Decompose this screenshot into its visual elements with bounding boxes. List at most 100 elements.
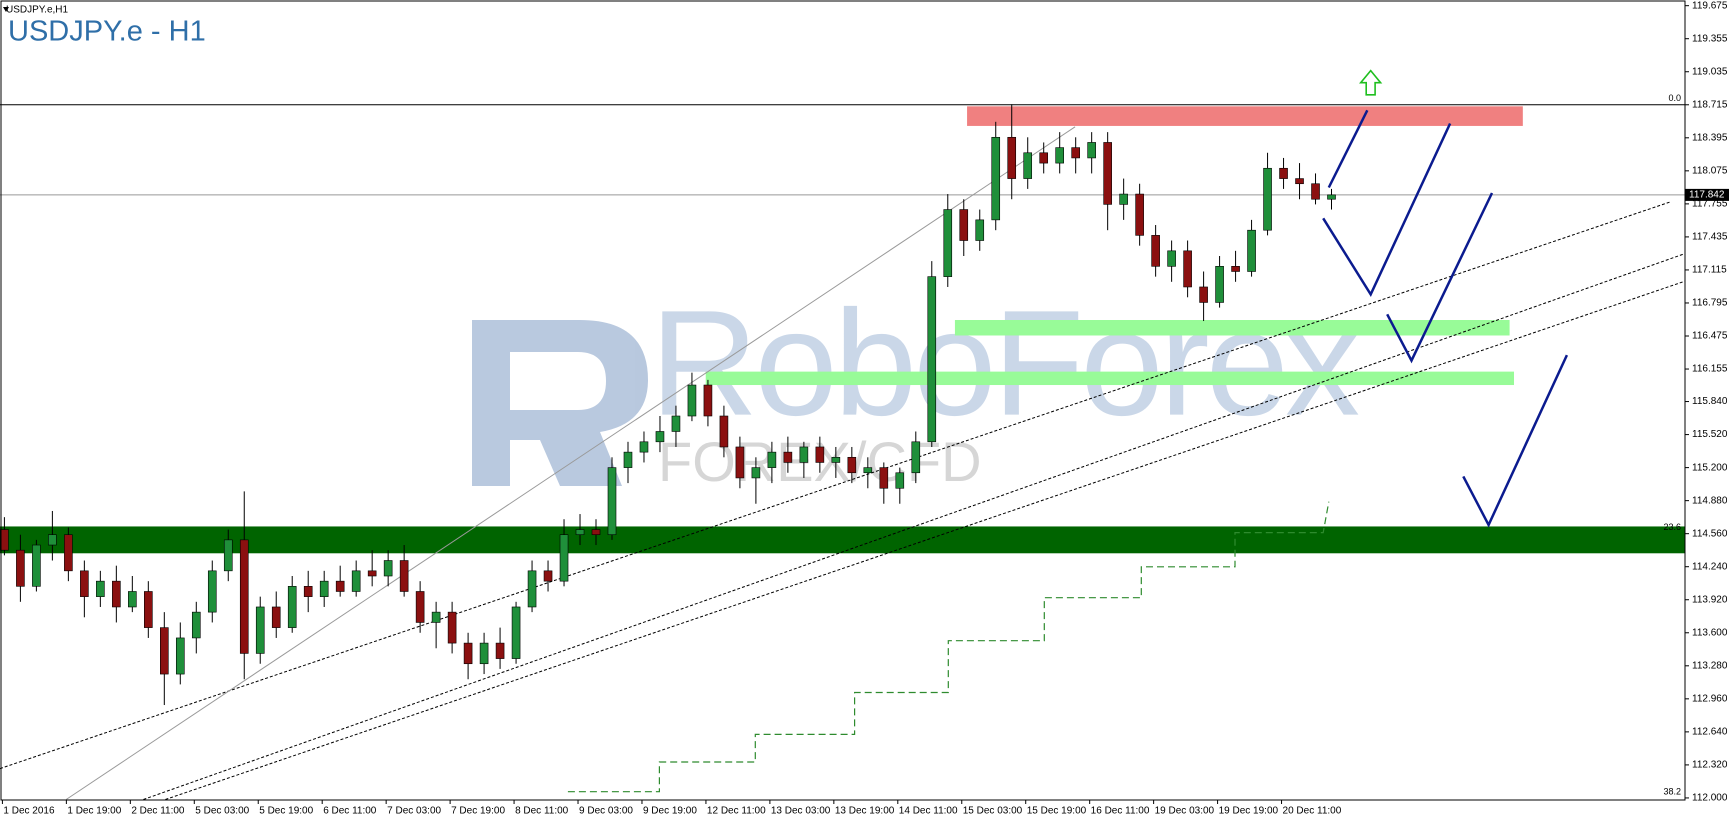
- zone: [954, 320, 1510, 336]
- candle-body: [303, 586, 313, 597]
- candle-body: [591, 529, 601, 536]
- candle-body: [703, 384, 713, 417]
- candle-body: [271, 606, 281, 628]
- candle-body: [207, 570, 217, 613]
- candle-body: [48, 534, 57, 546]
- candle-body: [383, 560, 393, 577]
- x-tick-label: 6 Dec 11:00: [323, 806, 377, 817]
- x-tick-label: 15 Dec 03:00: [963, 806, 1023, 817]
- candle-body: [223, 539, 233, 572]
- candle-body: [1167, 250, 1176, 267]
- candle-body: [527, 570, 537, 608]
- candle-body: [64, 534, 73, 572]
- candle-body: [1023, 152, 1033, 179]
- x-tick-label: 9 Dec 19:00: [643, 806, 697, 817]
- y-tick-label: 114.560: [1692, 528, 1728, 539]
- candle-body: [415, 591, 425, 623]
- y-tick-label: 118.715: [1692, 99, 1728, 110]
- candle-body: [735, 446, 745, 479]
- y-tick-label: 115.840: [1692, 396, 1728, 407]
- up-arrow-icon: [1359, 69, 1383, 96]
- candle-body: [96, 580, 105, 597]
- candle-body: [575, 529, 585, 536]
- candle-body: [319, 580, 329, 597]
- forecast-arrow: [1327, 109, 1369, 189]
- candle-body: [447, 611, 457, 644]
- x-tick-label: 2 Dec 11:00: [131, 806, 185, 817]
- x-tick-label: 7 Dec 19:00: [451, 806, 505, 817]
- candle-body: [655, 431, 665, 443]
- candle-body: [144, 591, 153, 628]
- x-tick-label: 15 Dec 19:00: [1027, 806, 1087, 817]
- candle-body: [239, 539, 249, 654]
- last-price-box: [1685, 188, 1729, 201]
- y-tick-label: 116.155: [1692, 364, 1728, 375]
- candle-body: [799, 446, 809, 463]
- y-tick-label: 113.280: [1692, 660, 1728, 671]
- x-tick-label: 5 Dec 03:00: [195, 806, 249, 817]
- candle-body: [16, 549, 25, 587]
- candle-body: [671, 415, 681, 432]
- candle-body: [943, 209, 953, 277]
- candle-body: [687, 384, 697, 417]
- candle-body: [479, 642, 489, 665]
- candle-body: [1247, 229, 1256, 272]
- candle-body: [1215, 266, 1224, 303]
- candle-body: [495, 642, 505, 659]
- candle-body: [815, 446, 825, 463]
- candle-body: [959, 209, 969, 241]
- y-tick-label: 117.755: [1692, 199, 1728, 210]
- candle-body: [559, 534, 569, 582]
- candle-body: [1103, 142, 1112, 205]
- x-tick-label: 9 Dec 03:00: [579, 806, 633, 817]
- candle-body: [895, 472, 905, 489]
- candle-body: [1007, 136, 1017, 179]
- x-tick-label: 19 Dec 03:00: [1155, 806, 1215, 817]
- zone: [0, 526, 1685, 554]
- candle-body: [991, 136, 1001, 221]
- x-tick-label: 16 Dec 11:00: [1091, 806, 1150, 817]
- fib-label: 0.0: [1668, 93, 1681, 103]
- candle-body: [751, 467, 761, 479]
- candle-body: [191, 611, 201, 639]
- trend-line: [143, 253, 1686, 800]
- candle-body: [511, 606, 521, 659]
- candle-body: [719, 415, 729, 448]
- candle-body: [607, 467, 617, 536]
- candle-body: [1311, 183, 1320, 200]
- y-tick-label: 118.395: [1692, 132, 1728, 143]
- y-tick-label: 118.075: [1692, 165, 1728, 176]
- y-tick-label: 119.035: [1692, 66, 1728, 77]
- candle-body: [879, 467, 889, 489]
- y-tick-label: 117.435: [1692, 232, 1728, 243]
- header-label: USDJPY.e,H1: [6, 5, 69, 16]
- y-tick-label: 116.475: [1692, 331, 1728, 342]
- x-tick-label: 13 Dec 19:00: [835, 806, 895, 817]
- chart-title: USDJPY.e - H1: [8, 16, 206, 48]
- channel-line: [65, 126, 1076, 800]
- candle-body: [128, 591, 137, 608]
- y-tick-label: 117.115: [1692, 265, 1727, 276]
- candle-body: [1119, 193, 1128, 205]
- candle-body: [351, 570, 361, 592]
- candle-body: [80, 570, 89, 597]
- x-tick-label: 14 Dec 11:00: [899, 806, 958, 817]
- candle-body: [160, 627, 169, 675]
- candle-body: [0, 529, 9, 551]
- candle-body: [1199, 286, 1208, 303]
- candle-body: [975, 219, 985, 241]
- candle-body: [767, 451, 777, 468]
- candle-body: [1327, 194, 1336, 200]
- watermark: RoboForexFOREX/CFD: [472, 279, 1363, 493]
- x-tick-label: 13 Dec 03:00: [771, 806, 831, 817]
- x-tick-label: 1 Dec 2016: [3, 806, 55, 817]
- candle-body: [32, 544, 41, 587]
- candle-body: [1135, 193, 1144, 236]
- candle-body: [1151, 235, 1160, 267]
- y-tick-label: 119.675: [1692, 0, 1728, 11]
- x-tick-label: 1 Dec 19:00: [67, 806, 121, 817]
- trend-line: [165, 280, 1686, 800]
- y-tick-label: 112.960: [1692, 693, 1728, 704]
